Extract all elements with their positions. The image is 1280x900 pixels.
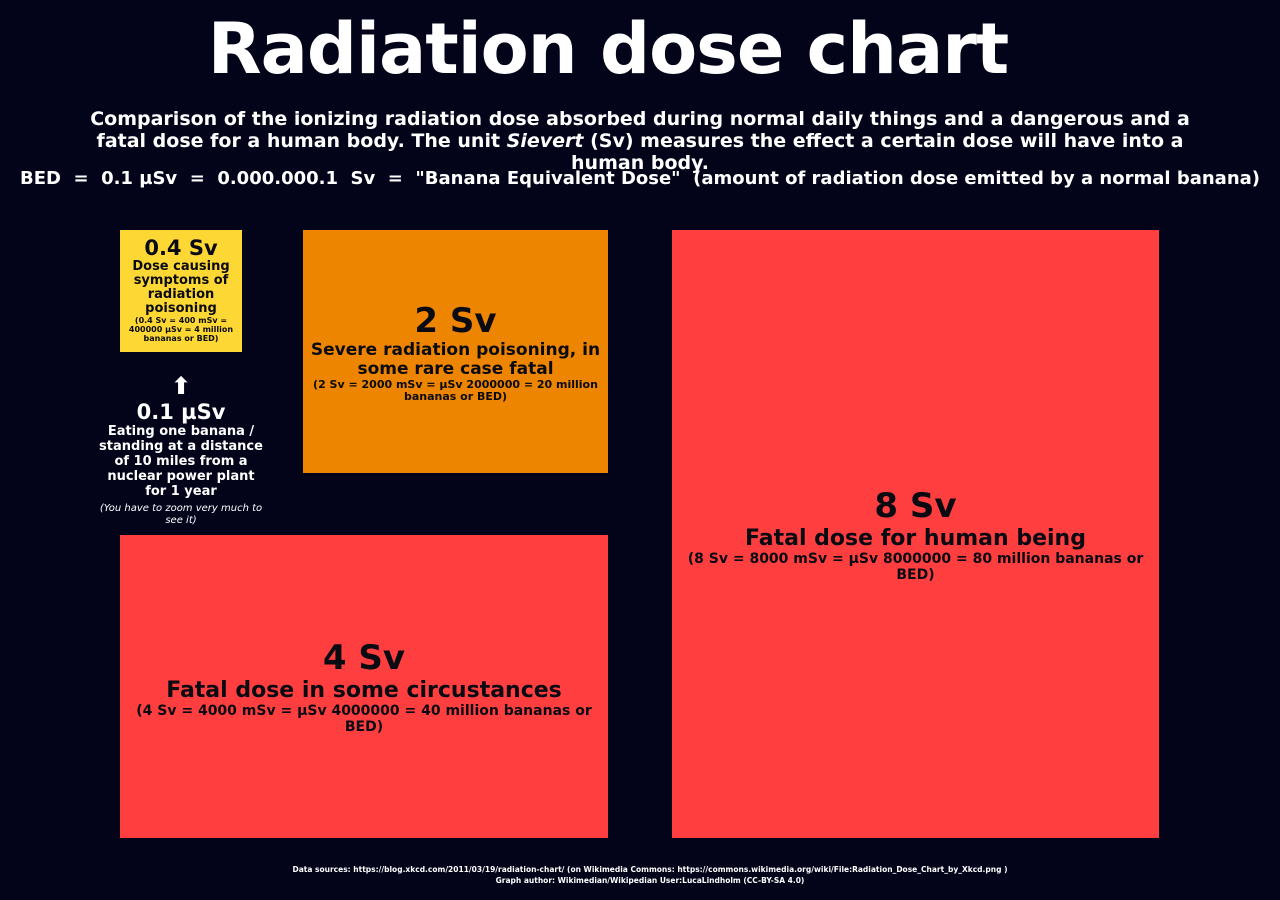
footer-sources: Data sources: https://blog.xkcd.com/2011… [292, 865, 1008, 874]
dose-caption: Severe radiation poisoning, in some rare… [310, 339, 601, 379]
bed-line: BED = 0.1 µSv = 0.000.000.1 Sv = "Banana… [19, 168, 1261, 189]
description-text: Comparison of the ionizing radiation dos… [90, 108, 1190, 152]
dose-box: 4 Sv Fatal dose in some circustances (4 … [120, 535, 608, 838]
banana-note: ⬆ 0.1 µSv Eating one banana / standing a… [96, 372, 266, 527]
dose-detail: (2 Sv = 2000 mSv = µSv 2000000 = 20 mill… [313, 377, 598, 403]
banana-label: 0.1 µSv [136, 400, 226, 424]
dose-detail: (0.4 Sv = 400 mSv = 400000 µSv = 4 milli… [128, 316, 234, 343]
dose-label: 0.4 Sv [144, 236, 218, 260]
footer-author: Graph author: Wikimedian/Wikipedian User… [495, 876, 805, 885]
description-text: (Sv) measures the effect a certain dose … [571, 130, 1184, 174]
dose-box: 2 Sv Severe radiation poisoning, in some… [303, 230, 608, 473]
title: Radiation dose chart [207, 8, 1009, 90]
dose-detail: (4 Sv = 4000 mSv = µSv 4000000 = 40 mill… [136, 703, 592, 735]
footer: Data sources: https://blog.xkcd.com/2011… [0, 864, 1280, 886]
dose-label: 4 Sv [322, 638, 406, 678]
dose-label: 8 Sv [874, 485, 957, 526]
description: Comparison of the ionizing radiation dos… [70, 108, 1210, 174]
dose-box: 8 Sv Fatal dose for human being (8 Sv = … [672, 230, 1159, 838]
dose-box: 0.4 Sv Dose causing symptoms of radiatio… [120, 230, 242, 352]
banana-remark: (You have to zoom very much to see it) [99, 503, 263, 526]
dose-label: 2 Sv [414, 300, 497, 341]
description-emphasis: Sievert [506, 130, 584, 152]
banana-caption: Eating one banana / standing at a distan… [99, 424, 263, 499]
dose-caption: Dose causing symptoms of radiation poiso… [132, 259, 230, 316]
dose-detail: (8 Sv = 8000 mSv = µSv 8000000 = 80 mill… [687, 550, 1144, 583]
dose-caption: Fatal dose for human being [745, 525, 1086, 551]
arrow: ⬆ [170, 372, 192, 400]
dose-caption: Fatal dose in some circustances [166, 678, 562, 703]
